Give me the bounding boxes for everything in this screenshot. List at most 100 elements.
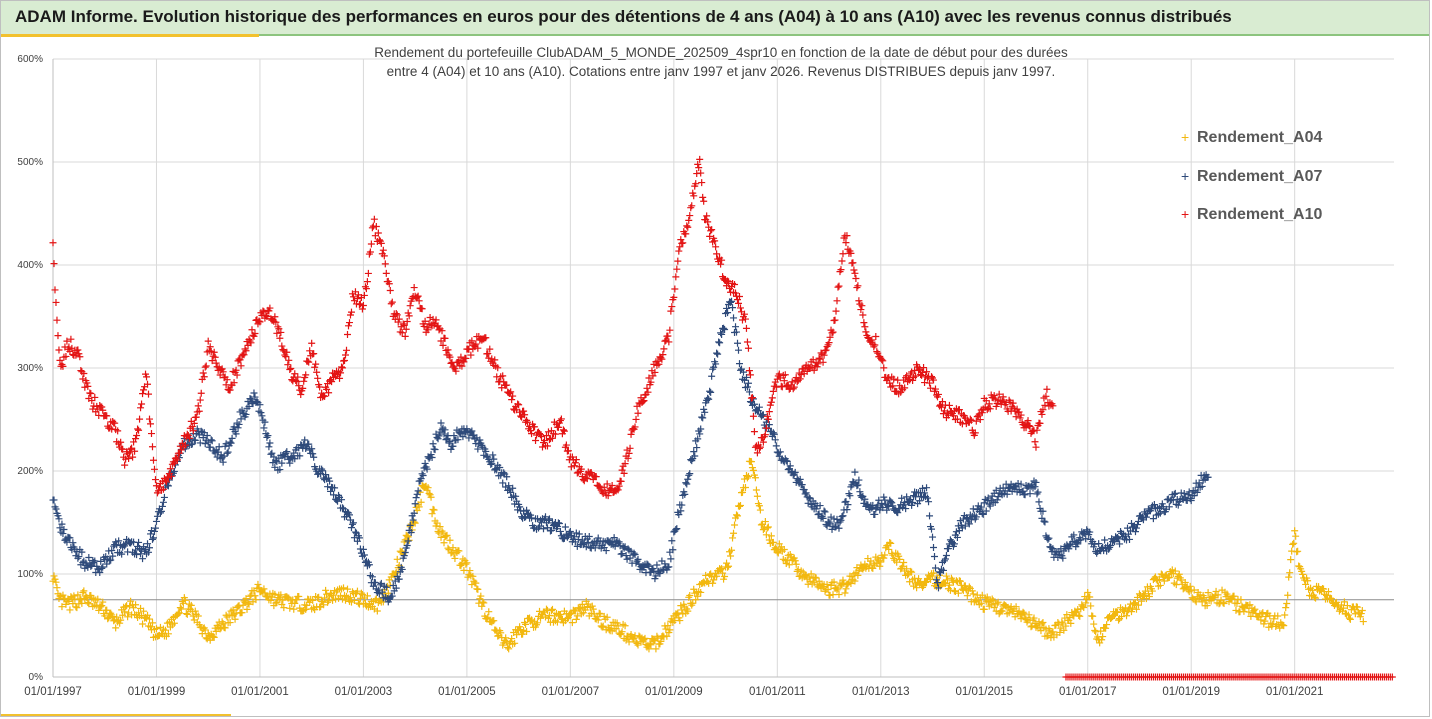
data-point-a04 [572, 615, 580, 623]
data-point-a07 [418, 470, 426, 478]
data-point-a10 [370, 215, 378, 223]
data-point-a07 [149, 534, 157, 542]
data-point-a04 [462, 560, 470, 568]
data-point-a07 [118, 550, 126, 558]
data-point-a07 [276, 466, 284, 474]
data-point-a07 [582, 543, 590, 551]
data-point-a07 [771, 436, 779, 444]
data-point-a10 [1036, 419, 1044, 427]
data-point-a04 [209, 632, 217, 640]
data-point-a04 [542, 605, 550, 613]
data-point-a10 [233, 371, 241, 379]
data-point-a04 [647, 641, 655, 649]
data-point-a04 [343, 585, 351, 593]
data-point-a10 [147, 420, 155, 428]
y-tick-label: 0% [29, 672, 44, 683]
data-point-a04 [117, 616, 125, 624]
y-tick-label: 100% [17, 569, 43, 580]
data-point-a10 [382, 269, 390, 277]
data-point-a04 [563, 615, 571, 623]
data-point-a10 [832, 307, 840, 315]
data-point-a04 [641, 634, 649, 642]
data-point-a07 [257, 409, 265, 417]
data-point-a04 [139, 620, 147, 628]
x-tick-label: 01/01/2015 [955, 686, 1013, 698]
data-point-a10 [923, 368, 931, 376]
data-point-a04 [447, 549, 455, 557]
data-point-a04 [245, 600, 253, 608]
data-point-a10 [688, 202, 696, 210]
data-point-a10 [256, 318, 264, 326]
data-point-a04 [729, 534, 737, 542]
data-point-a10 [291, 370, 299, 378]
data-point-a10 [72, 351, 80, 359]
data-point-a10 [52, 298, 60, 306]
x-tick-label: 01/01/2019 [1162, 686, 1220, 698]
data-point-a10 [299, 384, 307, 392]
data-point-a10 [372, 222, 380, 230]
data-point-a04 [847, 579, 855, 587]
data-point-a07 [442, 436, 450, 444]
data-point-a07 [931, 552, 939, 560]
data-point-a07 [112, 538, 120, 546]
data-point-a04 [728, 546, 736, 554]
data-point-a10 [692, 180, 700, 188]
data-point-a10 [559, 426, 567, 434]
data-point-a10 [467, 351, 475, 359]
data-point-a10 [170, 459, 178, 467]
data-point-a04 [983, 593, 991, 601]
data-point-a04 [436, 523, 444, 531]
data-point-a04 [460, 566, 468, 574]
data-point-a10 [260, 308, 268, 316]
x-tick-label: 01/01/2007 [542, 686, 600, 698]
data-point-a10 [557, 415, 565, 423]
data-point-a07 [977, 503, 985, 511]
data-point-a10 [458, 362, 466, 370]
data-point-a07 [431, 446, 439, 454]
data-point-a07 [732, 323, 740, 331]
data-point-a04 [1098, 636, 1106, 644]
data-point-a10 [169, 458, 177, 466]
data-point-a04 [785, 561, 793, 569]
data-point-a07 [783, 457, 791, 465]
data-point-a07 [839, 512, 847, 520]
data-point-a04 [676, 617, 684, 625]
data-point-a10 [831, 316, 839, 324]
data-point-a04 [666, 626, 674, 634]
data-point-a07 [959, 515, 967, 523]
data-point-a07 [139, 555, 147, 563]
data-point-a07 [923, 484, 931, 492]
data-point-a07 [888, 499, 896, 507]
data-point-a07 [496, 464, 504, 472]
data-point-a04 [201, 626, 209, 634]
data-point-a04 [122, 603, 130, 611]
data-point-a04 [251, 592, 259, 600]
data-point-a10 [143, 373, 151, 381]
data-point-a04 [854, 571, 862, 579]
data-point-a10 [343, 346, 351, 354]
data-point-a10 [855, 297, 863, 305]
data-point-a07 [1017, 480, 1025, 488]
data-point-a07 [230, 423, 238, 431]
data-point-a07 [547, 526, 555, 534]
data-point-a04 [1289, 540, 1297, 548]
data-point-a04 [267, 596, 275, 604]
data-point-a10 [87, 390, 95, 398]
data-point-a10 [241, 345, 249, 353]
data-point-a07 [786, 462, 794, 470]
data-point-a04 [1324, 588, 1332, 596]
data-point-a04 [596, 610, 604, 618]
data-point-a10 [834, 283, 842, 291]
data-point-a10 [49, 239, 57, 247]
data-point-a10 [1006, 398, 1014, 406]
data-point-a10 [345, 319, 353, 327]
data-point-a07 [54, 512, 62, 520]
data-point-a10 [704, 218, 712, 226]
data-point-a10 [302, 371, 310, 379]
data-point-a10 [218, 365, 226, 373]
data-point-a10 [762, 424, 770, 432]
data-point-a07 [1131, 528, 1139, 536]
data-point-a10 [91, 393, 99, 401]
data-point-a04 [425, 489, 433, 497]
data-point-a04 [1082, 599, 1090, 607]
